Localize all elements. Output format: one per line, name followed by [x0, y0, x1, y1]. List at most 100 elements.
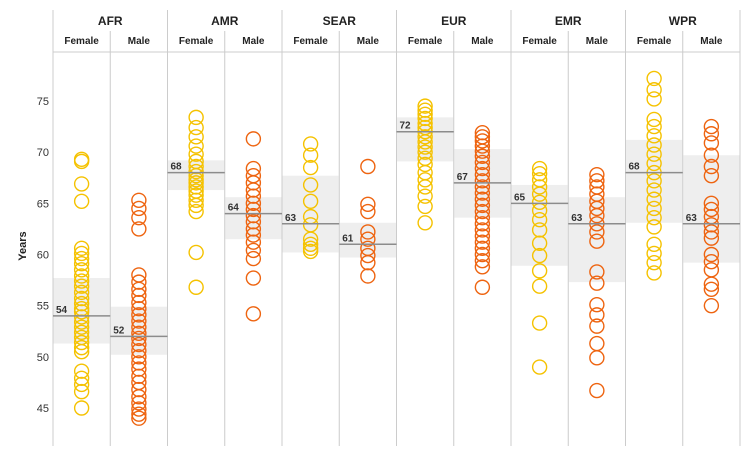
data-point [73, 278, 90, 294]
data-point [73, 339, 90, 356]
data-point [131, 200, 147, 217]
median-label: 68 [171, 162, 183, 173]
data-point [245, 195, 262, 212]
data-point [646, 245, 662, 262]
sex-label: Female [64, 36, 99, 47]
data-point [360, 203, 376, 220]
data-point [646, 219, 662, 235]
median-label: 63 [571, 213, 583, 224]
data-point [531, 179, 548, 195]
data-point [188, 129, 204, 145]
data-point [73, 284, 90, 301]
data-point [474, 166, 491, 183]
data-point [417, 156, 433, 173]
data-point [417, 179, 433, 195]
data-point [589, 233, 605, 249]
data-point [646, 182, 662, 198]
data-point [703, 276, 720, 292]
data-point [646, 200, 662, 217]
data-point [73, 153, 90, 170]
data-point [360, 196, 376, 213]
data-point [646, 209, 662, 226]
data-point [703, 126, 720, 142]
data-point [474, 143, 491, 159]
y-tick-label: 55 [37, 301, 49, 313]
data-point [703, 201, 720, 218]
data-point [589, 318, 605, 334]
data-point [646, 111, 662, 128]
data-point [474, 240, 491, 257]
data-point [589, 350, 605, 366]
data-point [474, 228, 491, 244]
median-label: 64 [228, 203, 240, 214]
data-point [646, 173, 662, 189]
data-point [131, 330, 147, 347]
data-point [188, 192, 204, 208]
data-point [531, 186, 548, 202]
data-point [302, 243, 319, 260]
data-point [73, 383, 90, 400]
data-point [474, 252, 491, 269]
data-point [417, 198, 433, 215]
data-point [302, 236, 319, 252]
data-point [245, 234, 262, 250]
data-point [417, 215, 433, 231]
data-point [73, 324, 90, 340]
data-point [646, 118, 662, 135]
data-point [474, 185, 491, 201]
y-tick-label: 70 [37, 147, 49, 159]
data-point [474, 133, 491, 149]
data-point [531, 235, 548, 251]
data-point [531, 194, 548, 211]
data-point [703, 158, 720, 175]
data-point [646, 137, 662, 153]
iqr-band [225, 197, 282, 240]
data-point [73, 309, 90, 325]
iqr-band [511, 184, 568, 266]
data-point [703, 118, 720, 135]
data-point [73, 250, 90, 267]
median-label: 72 [400, 121, 412, 132]
data-point [245, 242, 262, 259]
data-point [131, 307, 147, 323]
y-tick-label: 50 [37, 352, 49, 364]
data-point [245, 250, 262, 267]
data-point [589, 224, 605, 240]
data-point [131, 319, 147, 335]
data-point [474, 216, 491, 232]
data-point [131, 294, 147, 311]
data-point [73, 193, 90, 209]
data-point [245, 270, 262, 286]
data-point [302, 136, 319, 152]
median-label: 65 [514, 192, 526, 203]
region-label-wpr: WPR [669, 14, 697, 28]
data-point [73, 304, 90, 320]
data-point [73, 240, 90, 257]
data-point [131, 336, 147, 353]
data-point [646, 236, 662, 252]
data-point [188, 244, 204, 261]
data-points [73, 70, 720, 426]
data-point [474, 197, 491, 214]
data-point [188, 175, 204, 191]
data-point [589, 382, 605, 399]
data-point [188, 197, 204, 214]
data-point [188, 163, 204, 180]
median-label: 54 [56, 305, 68, 316]
data-point [703, 135, 720, 151]
data-point [703, 297, 720, 314]
data-point [474, 179, 491, 195]
data-point [188, 279, 204, 295]
data-point [360, 247, 376, 264]
data-point [646, 146, 662, 162]
data-point [589, 335, 605, 352]
data-point [531, 160, 548, 177]
data-point [131, 325, 147, 341]
data-point [302, 177, 319, 193]
data-point [188, 168, 204, 184]
data-point [188, 109, 204, 126]
sex-label: Female [179, 36, 214, 47]
data-point [360, 231, 376, 247]
data-point [531, 315, 548, 331]
